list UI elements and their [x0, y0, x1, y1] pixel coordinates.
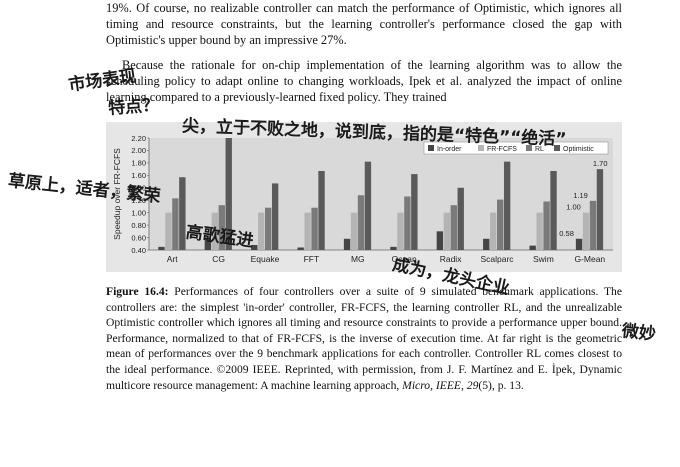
legend-label: Optimistic: [563, 146, 594, 153]
bar-in-order: [297, 247, 304, 250]
bar-rl: [589, 200, 597, 250]
bar-in-order: [251, 245, 258, 250]
bar-in-order: [390, 246, 397, 250]
bar-fr-fcfs: [536, 212, 543, 250]
figure-caption: Figure 16.4: Performances of four contro…: [106, 284, 622, 393]
x-category-label: Scalparc: [480, 254, 514, 264]
bar-fr-fcfs: [443, 212, 450, 250]
legend-swatch: [526, 145, 532, 151]
bar-rl: [497, 199, 504, 250]
bar-rl: [404, 196, 411, 250]
bar-in-order: [158, 246, 165, 250]
bar-optimistic: [596, 169, 604, 250]
y-tick-label: 2.20: [131, 134, 146, 143]
bar-fr-fcfs: [304, 212, 311, 250]
bar-fr-fcfs: [211, 212, 218, 250]
bar-fr-fcfs: [582, 212, 590, 250]
bar-rl: [218, 205, 225, 250]
bar-fr-fcfs: [165, 212, 172, 250]
bar-fr-fcfs: [350, 212, 358, 250]
y-axis-label: Speedup over FR-FCFS: [112, 148, 122, 240]
figure-number: Figure 16.4:: [106, 285, 169, 298]
legend-swatch: [478, 145, 484, 151]
bar-fr-fcfs: [397, 212, 404, 250]
bar-optimistic: [271, 183, 279, 250]
legend-label: In-order: [437, 146, 462, 153]
caption-reference-tail: (5), p. 13.: [478, 378, 524, 392]
bar-optimistic: [179, 177, 186, 250]
bar-rl: [357, 195, 365, 250]
x-category-label: CG: [212, 254, 225, 264]
bar-chart-figure: 0.40 0.60 0.80 1.00 1.20 1.40 1.60 1.80 2.00 2.20…: [106, 122, 622, 272]
bar-rl: [311, 207, 318, 250]
bar-fr-fcfs: [258, 212, 265, 250]
bar-optimistic: [225, 138, 232, 250]
bar-fr-fcfs: [490, 212, 497, 250]
bar-optimistic: [411, 174, 418, 250]
bar-in-order: [343, 238, 351, 250]
y-tick-label: 1.80: [131, 159, 146, 168]
x-category-label: FFT: [304, 254, 320, 264]
bar-rl: [543, 201, 550, 250]
caption-journal: Micro, IEEE, 29: [402, 378, 479, 392]
x-category-label: G-Mean: [574, 254, 605, 264]
bar-optimistic: [550, 170, 557, 250]
bar-rl: [172, 198, 179, 250]
bar-in-order: [436, 231, 444, 250]
legend-swatch: [428, 145, 434, 151]
y-tick-label: 0.60: [131, 233, 146, 242]
bar-in-order: [204, 237, 212, 250]
y-tick-label: 2.00: [131, 146, 146, 155]
bar-rl: [450, 205, 457, 250]
x-category-label: Radix: [440, 254, 462, 264]
bar-in-order: [529, 245, 536, 250]
y-tick-label: 1.60: [131, 171, 146, 180]
body-paragraph-1: 19%. Of course, no realizable controller…: [106, 1, 622, 48]
bar-optimistic: [457, 187, 464, 250]
x-category-label: MG: [351, 254, 365, 264]
handwritten-note-7: 微妙: [620, 321, 657, 345]
y-tick-label: 0.80: [131, 221, 146, 230]
bar-in-order: [483, 238, 490, 250]
x-category-label: Art: [167, 254, 179, 264]
y-tick-label: 0.40: [131, 246, 146, 255]
data-label: 0.58: [559, 229, 574, 238]
x-category-label: Equake: [251, 254, 280, 264]
y-tick-label: 1.20: [131, 196, 146, 205]
bar-optimistic: [318, 170, 325, 250]
legend-swatch: [554, 145, 560, 151]
caption-text: Performances of four controllers over a …: [106, 285, 622, 392]
bar-rl: [265, 207, 272, 250]
y-tick-label: 1.40: [131, 184, 146, 193]
data-label: 1.70: [593, 159, 608, 168]
body-paragraph-2: Because the rationale for on-chip implem…: [106, 58, 622, 105]
data-label: 1.19: [573, 191, 588, 200]
x-category-label: Swim: [533, 254, 554, 264]
legend-box: [423, 141, 609, 155]
legend-label: FR-FCFS: [487, 146, 517, 153]
bar-in-order: [575, 238, 583, 250]
x-category-label: Ocean: [392, 254, 417, 264]
bar-optimistic: [503, 161, 511, 250]
data-label: 1.00: [566, 203, 581, 212]
legend-label: RL: [535, 146, 544, 153]
bar-optimistic: [364, 161, 372, 250]
y-tick-label: 1.00: [131, 208, 146, 217]
